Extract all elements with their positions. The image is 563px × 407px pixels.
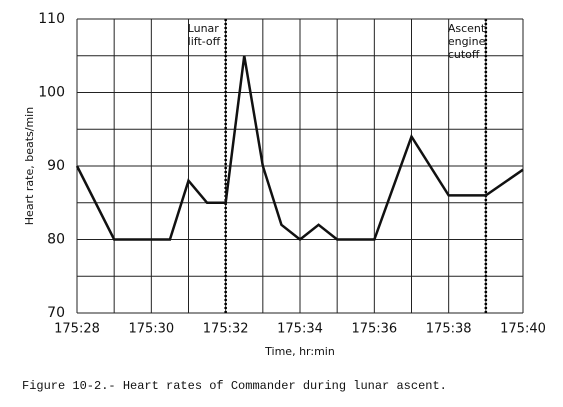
y-tick-label: 70 — [47, 305, 65, 321]
y-tick-label: 100 — [38, 85, 65, 101]
x-axis-label: Time, hr:min — [264, 345, 335, 358]
y-tick-label: 80 — [47, 232, 65, 248]
annotation: cutoff — [448, 48, 480, 61]
x-tick-label: 175:32 — [203, 322, 249, 337]
y-tick-label: 90 — [47, 158, 65, 174]
annotation: lift-off — [188, 35, 221, 48]
x-tick-label: 175:36 — [351, 322, 397, 337]
y-axis-label: Heart rate, beats/min — [23, 107, 36, 225]
x-tick-label: 175:40 — [500, 322, 546, 337]
annotation: Lunar — [188, 22, 220, 35]
x-tick-label: 175:30 — [128, 322, 174, 337]
annotation: engine — [448, 35, 486, 48]
data-line — [75, 55, 524, 242]
y-tick-label: 110 — [38, 11, 65, 27]
annotation: Ascent — [448, 22, 486, 35]
x-tick-label: 175:28 — [54, 322, 100, 337]
caption: Figure 10-2.- Heart rates of Commander d… — [22, 379, 447, 393]
x-tick-label: 175:38 — [426, 322, 472, 337]
x-tick-label: 175:34 — [277, 322, 323, 337]
